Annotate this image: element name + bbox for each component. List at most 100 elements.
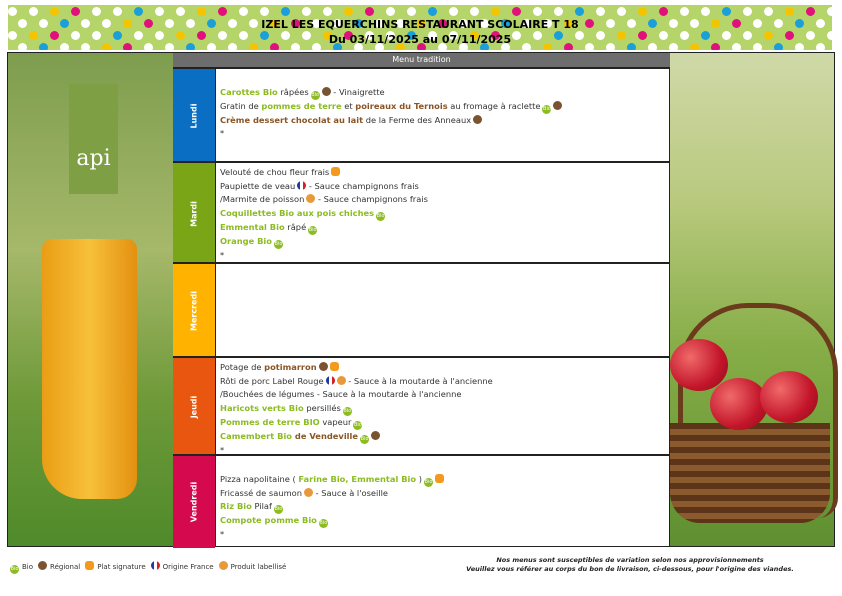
decor-dot — [701, 31, 710, 40]
decor-dot — [575, 7, 584, 16]
menu-text: persillés — [303, 402, 341, 413]
header-banner: IZEL LES EQUERCHINS RESTAURANT SCOLAIRE … — [8, 5, 832, 50]
legend-label: Plat signature — [97, 563, 146, 571]
decor-dot — [470, 31, 479, 40]
decor-dot — [249, 19, 258, 28]
decor-dot — [522, 43, 531, 50]
bio-icon: Bio — [423, 477, 433, 487]
decor-dot — [774, 43, 783, 50]
decor-dot — [417, 19, 426, 28]
decor-dot — [165, 19, 174, 28]
day-label-mercredi: Mercredi — [173, 262, 215, 358]
decor-dot — [596, 31, 605, 40]
decor-dot — [60, 19, 69, 28]
decor-dot — [81, 43, 90, 50]
regional-icon — [321, 86, 331, 96]
regional-icon — [370, 430, 380, 440]
menu-item: Crème dessert chocolat au lait de la Fer… — [220, 114, 665, 128]
decor-dot — [291, 19, 300, 28]
decor-dot — [207, 19, 216, 28]
menu-text: - Sauce champignons frais — [306, 180, 419, 191]
decor-dot — [596, 7, 605, 16]
menu-item: /Marmite de poisson - Sauce champignons … — [220, 193, 665, 207]
decor-dot — [365, 31, 374, 40]
menu-item: Haricots verts Bio persillés Bio — [220, 402, 665, 416]
decor-dot — [690, 19, 699, 28]
decor-dot — [260, 31, 269, 40]
menu-text: * — [220, 128, 225, 138]
decor-dot — [207, 43, 216, 50]
menu-item: Velouté de chou fleur frais — [220, 166, 665, 180]
day-name: Jeudi — [189, 395, 199, 419]
decor-dot — [491, 31, 500, 40]
decor-dot — [533, 31, 542, 40]
menu-text: * — [220, 529, 225, 539]
decor-dot — [648, 19, 657, 28]
date-range: Du 03/11/2025 au 07/11/2025 — [328, 33, 512, 46]
decor-dot — [176, 31, 185, 40]
decor-dot — [344, 7, 353, 16]
decor-dot — [480, 19, 489, 28]
menu-item: * — [220, 127, 665, 141]
decor-dot — [18, 19, 27, 28]
decor-dot — [659, 7, 668, 16]
menu-text: Orange Bio — [220, 235, 272, 246]
menu-text: Carottes Bio — [220, 86, 278, 97]
decor-dot — [512, 7, 521, 16]
menu-text: Fricassé de saumon — [220, 487, 303, 498]
menu-text: /Bouchées de légumes - Sauce à la moutar… — [220, 389, 462, 399]
decor-dot — [764, 31, 773, 40]
decor-dot — [144, 19, 153, 28]
decor-dot — [176, 7, 185, 16]
menu-item: Paupiette de veau - Sauce champignons fr… — [220, 180, 665, 194]
bio-icon: Bio — [273, 239, 283, 249]
bio-icon: Bio — [542, 104, 552, 114]
decor-dot — [743, 31, 752, 40]
menu-text: - Sauce à l'oseille — [313, 487, 389, 498]
decor-dot — [659, 31, 668, 40]
decor-dot — [785, 31, 794, 40]
decor-dot — [365, 7, 374, 16]
decor-dot — [102, 43, 111, 50]
menu-item: Carottes Bio râpées Bio - Vinaigrette — [220, 86, 665, 100]
menu-text: Coquillettes Bio aux pois chiches — [220, 207, 375, 218]
label-icon — [336, 375, 346, 385]
menu-item: Camembert Bio de Vendeville Bio — [220, 430, 665, 444]
decor-dot — [281, 7, 290, 16]
decor-dot — [732, 43, 741, 50]
decor-dot — [585, 19, 594, 28]
signature-dish-icon — [434, 473, 444, 483]
decor-dot — [18, 43, 27, 50]
menu-text: ) — [416, 473, 422, 484]
decor-dot — [134, 31, 143, 40]
menu-item — [220, 72, 665, 86]
day-label-mardi: Mardi — [173, 161, 215, 264]
menu-text: et — [341, 100, 356, 111]
menu-text: Potage de — [220, 362, 265, 372]
day-name: Mercredi — [189, 291, 199, 331]
decor-dot — [428, 7, 437, 16]
menu-text: râpé — [284, 221, 307, 232]
decor-dot — [312, 19, 321, 28]
menu-text: Velouté de chou fleur frais — [220, 167, 330, 177]
day-name: Vendredi — [189, 481, 199, 523]
decor-dot — [281, 31, 290, 40]
decor-dot — [680, 7, 689, 16]
decor-dot — [302, 31, 311, 40]
decor-dot — [722, 7, 731, 16]
decor-dot — [302, 7, 311, 16]
decor-dot — [606, 43, 615, 50]
decor-dot — [50, 31, 59, 40]
decor-dot — [564, 19, 573, 28]
bio-icon: Bio — [308, 225, 318, 235]
decor-dot — [134, 7, 143, 16]
decor-dot — [197, 7, 206, 16]
day-label-jeudi: Jeudi — [173, 356, 215, 456]
menu-text: - Sauce à la moutarde à l'ancienne — [345, 375, 493, 386]
menu-text: pommes de terre — [261, 100, 342, 111]
menu-item: Orange Bio Bio — [220, 235, 665, 249]
decor-dot — [81, 19, 90, 28]
decor-dot — [690, 43, 699, 50]
menu-text: Emmental Bio — [220, 221, 285, 232]
decor-dot — [270, 19, 279, 28]
